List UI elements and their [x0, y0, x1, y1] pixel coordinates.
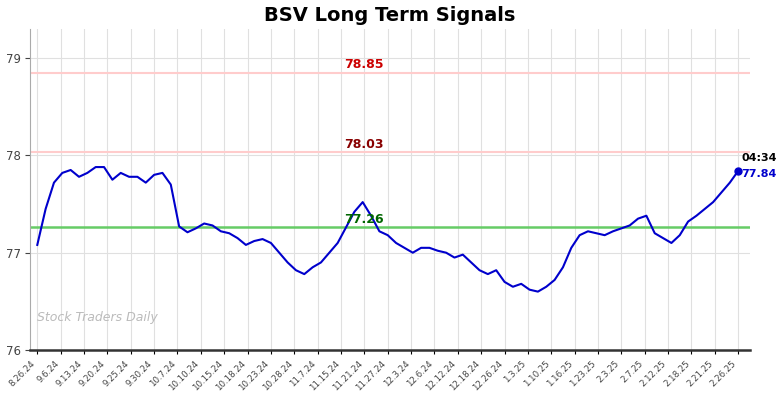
Text: 04:34: 04:34: [742, 153, 777, 163]
Text: 78.03: 78.03: [345, 138, 384, 150]
Text: 78.85: 78.85: [345, 58, 384, 71]
Text: Stock Traders Daily: Stock Traders Daily: [38, 311, 158, 324]
Title: BSV Long Term Signals: BSV Long Term Signals: [264, 6, 516, 25]
Text: 77.26: 77.26: [344, 213, 384, 226]
Text: 77.84: 77.84: [742, 169, 777, 179]
